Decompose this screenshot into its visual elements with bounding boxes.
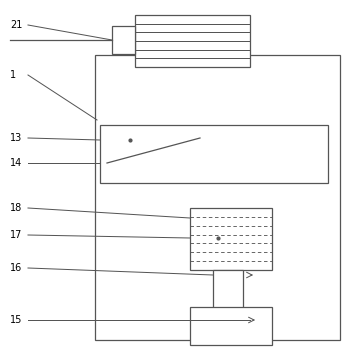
Text: 1: 1: [10, 70, 16, 80]
Bar: [190, 307, 272, 345]
Bar: [213, 270, 243, 308]
Text: 21: 21: [10, 20, 22, 30]
Text: 13: 13: [10, 133, 22, 143]
Bar: [112, 26, 135, 54]
Text: 15: 15: [10, 315, 22, 325]
Text: 16: 16: [10, 263, 22, 273]
Bar: [95, 55, 340, 340]
Bar: [100, 125, 328, 183]
Text: 17: 17: [10, 230, 22, 240]
Bar: [135, 15, 250, 67]
Text: 14: 14: [10, 158, 22, 168]
Bar: [190, 208, 272, 270]
Text: 18: 18: [10, 203, 22, 213]
